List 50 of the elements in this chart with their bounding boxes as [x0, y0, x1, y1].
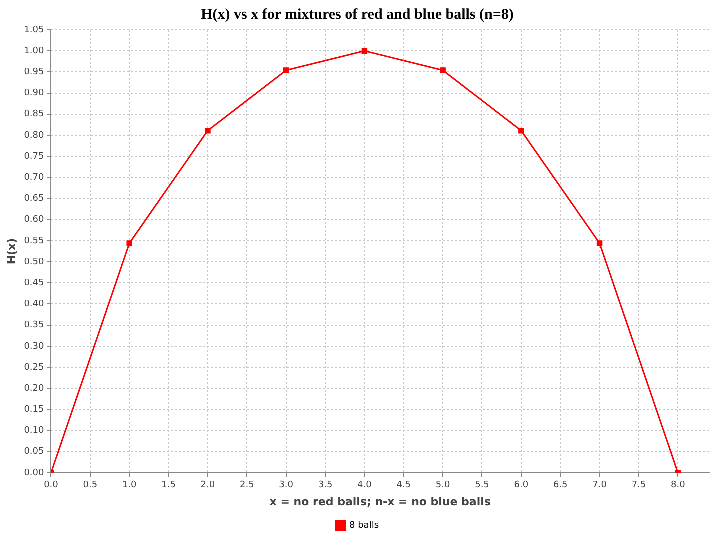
y-tick-label: 0.00: [24, 468, 45, 478]
point: [205, 128, 211, 134]
x-tick-label: 1.0: [122, 480, 138, 491]
y-tick-label: 0.10: [24, 426, 45, 436]
y-tick-label: 0.25: [24, 362, 44, 373]
legend-label: 8 balls: [350, 520, 380, 531]
y-tick-label: 1.00: [24, 46, 45, 56]
x-tick-label: 3.5: [318, 480, 333, 491]
x-tick-label: 3.0: [279, 480, 294, 491]
y-tick-label: 0.45: [24, 278, 44, 288]
x-tick-label: 8.0: [670, 480, 686, 491]
x-tick-label: 6.5: [553, 480, 568, 491]
y-tick-label: 0.85: [24, 110, 44, 120]
x-axis-title: x = no red balls; n-x = no blue balls: [270, 495, 492, 508]
y-tick-label: 0.90: [24, 88, 45, 99]
point: [283, 68, 290, 74]
y-tick-label: 0.05: [24, 447, 44, 458]
chart-title: H(x) vs x for mixtures of red and blue balls (n=8): [201, 6, 514, 23]
y-tick-label: 0.30: [24, 342, 45, 352]
x-tick-label: 6.0: [514, 480, 529, 491]
y-tick-label: 0.40: [24, 300, 45, 310]
y-tick-label: 0.75: [24, 152, 44, 162]
y-tick-label: 0.80: [24, 130, 45, 141]
x-tick-label: 7.5: [632, 480, 646, 491]
y-tick-label: 0.50: [24, 257, 45, 268]
y-tick-label: 0.15: [24, 405, 44, 416]
x-tick-label: 5.0: [436, 480, 450, 491]
point: [440, 68, 446, 74]
y-tick-label: 1.05: [24, 25, 44, 36]
x-tick-label: 1.5: [162, 480, 176, 491]
x-tick-label: 0.5: [83, 480, 98, 491]
y-axis-title: H(x): [5, 238, 18, 265]
x-tick-label: 4.0: [358, 480, 372, 491]
point: [596, 240, 603, 246]
y-tick-label: 0.55: [24, 236, 44, 246]
point: [362, 48, 368, 54]
y-tick-label: 0.65: [24, 194, 44, 204]
x-tick-label: 7.0: [592, 480, 608, 491]
x-tick-label: 0.0: [44, 480, 59, 491]
x-tick-label: 4.5: [396, 480, 412, 491]
y-tick-label: 0.95: [24, 68, 44, 78]
y-tick-label: 0.60: [24, 215, 45, 226]
y-tick-label: 0.20: [24, 384, 45, 394]
y-tick-label: 0.70: [24, 173, 45, 184]
y-tick-label: 0.35: [24, 320, 44, 331]
x-tick-label: 2.5: [240, 480, 254, 491]
point: [126, 240, 132, 246]
x-tick-label: 5.5: [475, 480, 490, 491]
point: [518, 128, 524, 134]
x-tick-label: 2.0: [200, 480, 216, 491]
